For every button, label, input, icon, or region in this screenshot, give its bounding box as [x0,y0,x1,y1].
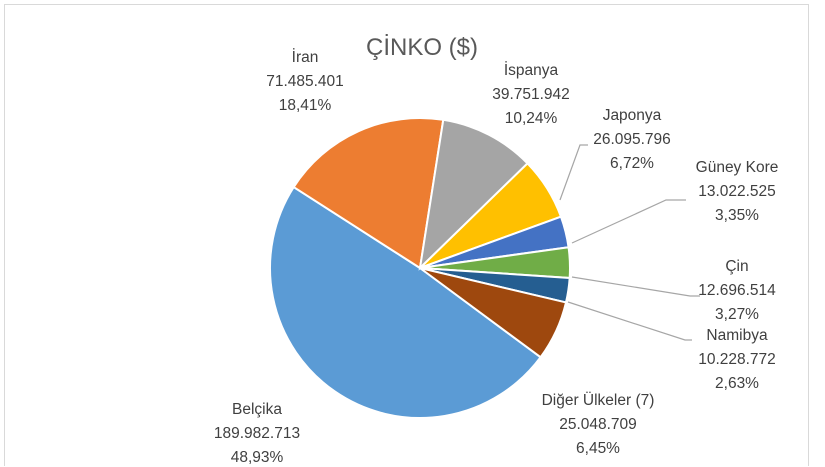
label-name: İran [292,48,319,66]
label-name: Namibya [706,327,768,344]
label-value: 39.751.942 [492,86,570,103]
label-percent: 2,63% [715,375,759,392]
data-label-1: İran 71.485.401 18,41% [266,48,344,114]
label-name: Çin [725,258,748,275]
leader-line-6 [567,301,692,341]
label-value: 10.228.772 [698,351,776,368]
label-percent: 48,93% [231,449,284,466]
chart-title: ÇİNKO ($) [366,34,478,61]
label-value: 25.048.709 [559,416,637,433]
label-percent: 3,35% [715,207,759,224]
data-label-6: Namibya 10.228.772 2,63% [698,327,776,392]
label-value: 189.982.713 [214,425,300,442]
label-percent: 10,24% [505,110,558,127]
label-value: 13.022.525 [698,183,776,200]
data-label-4: Güney Kore 13.022.525 3,35% [696,159,779,224]
label-name: Japonya [603,107,662,124]
data-label-7: Diğer Ülkeler (7) 25.048.709 6,45% [542,391,655,457]
label-name: Belçika [232,401,282,418]
label-percent: 18,41% [279,97,332,114]
pie-slices [269,117,571,419]
data-labels: Belçika 189.982.713 48,93% İran 71.485.401 18… [214,48,778,466]
label-value: 71.485.401 [266,73,344,90]
label-name: İspanya [504,61,559,79]
slice-0 [269,185,542,419]
slice-2 [418,118,529,271]
label-percent: 3,27% [715,306,759,323]
slice-7 [419,267,568,359]
slice-1 [292,117,445,270]
data-label-3: Japonya 26.095.796 6,72% [593,107,671,172]
data-label-2: İspanya 39.751.942 10,24% [492,61,570,127]
leader-lines [559,144,700,341]
data-label-0: Belçika 189.982.713 48,93% [214,401,300,466]
leader-line-5 [571,276,700,297]
label-percent: 6,45% [576,440,620,457]
label-percent: 6,72% [610,155,654,172]
data-label-5: Çin 12.696.514 3,27% [698,258,776,323]
leader-line-4 [571,199,686,244]
leader-line-3 [559,144,588,201]
label-name: Güney Kore [696,159,779,176]
label-value: 26.095.796 [593,131,671,148]
label-name: Diğer Ülkeler (7) [542,391,655,409]
label-value: 12.696.514 [698,282,776,299]
